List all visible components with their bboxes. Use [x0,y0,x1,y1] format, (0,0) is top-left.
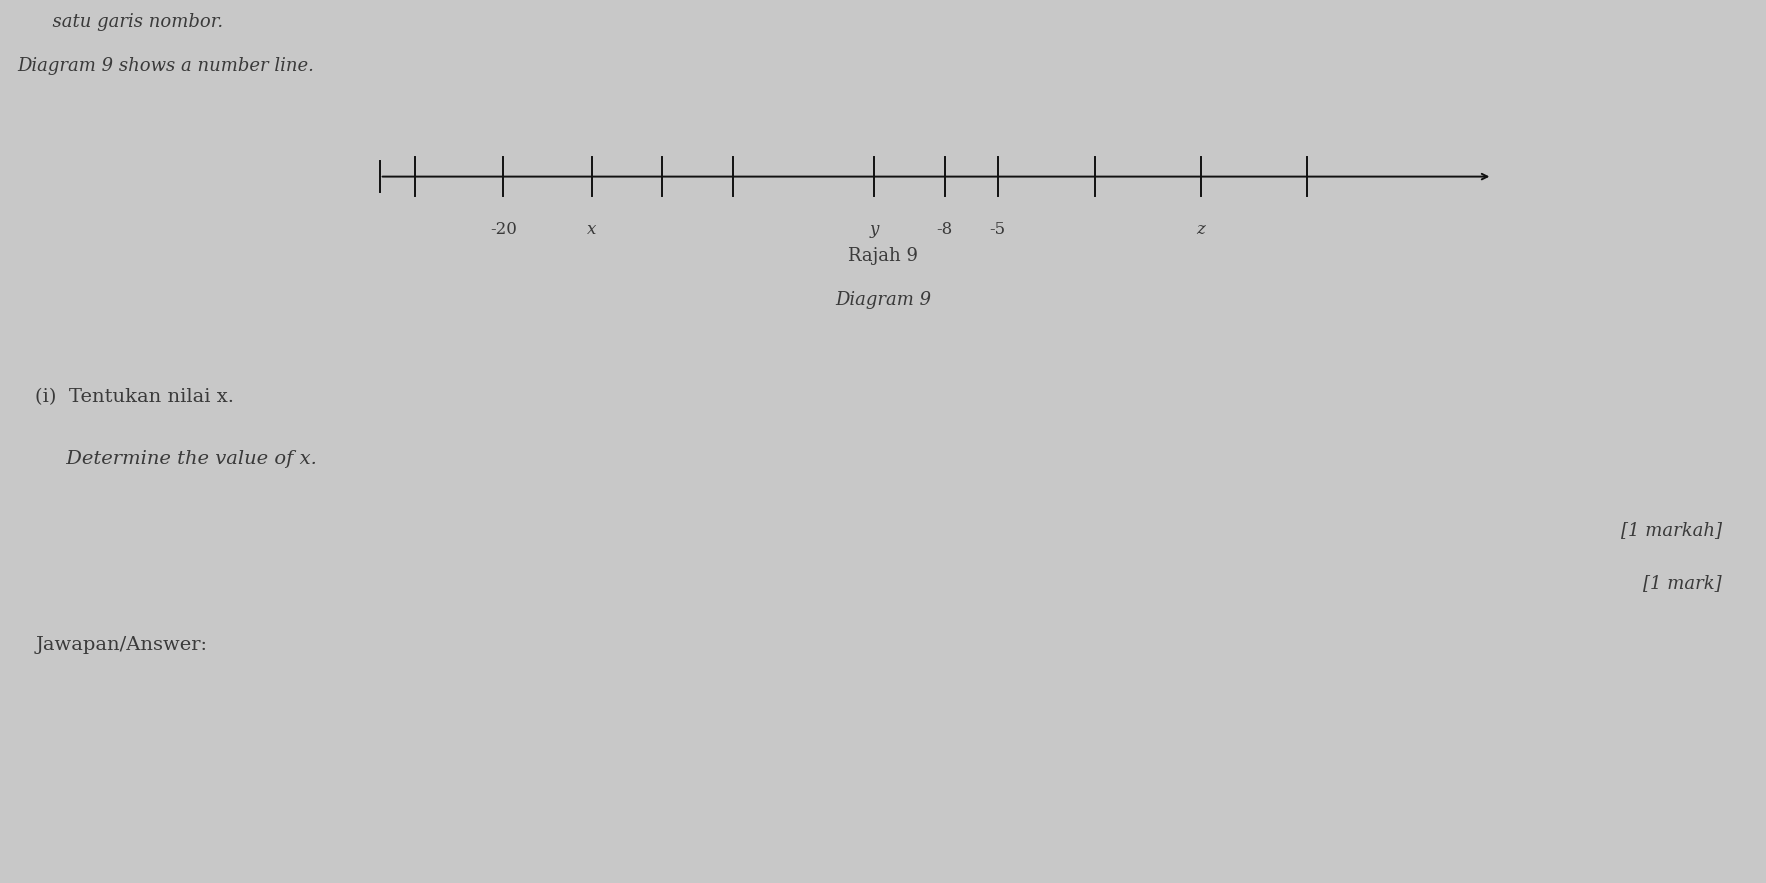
Text: Diagram 9: Diagram 9 [835,291,931,309]
Text: Jawapan/Answer:: Jawapan/Answer: [35,636,207,653]
Text: y: y [869,221,879,238]
Text: [1 mark]: [1 mark] [1642,574,1722,592]
Text: -20: -20 [489,221,517,238]
Text: [1 markah]: [1 markah] [1621,521,1722,539]
Text: -5: -5 [989,221,1007,238]
Text: x: x [586,221,597,238]
Text: Rajah 9: Rajah 9 [848,247,918,265]
Text: (i)  Tentukan nilai x.: (i) Tentukan nilai x. [35,389,235,406]
Text: satu garis nombor.: satu garis nombor. [18,13,223,31]
Text: -8: -8 [936,221,954,238]
Text: Determine the value of x.: Determine the value of x. [35,450,318,468]
Text: Diagram 9 shows a number line.: Diagram 9 shows a number line. [18,57,314,75]
Text: z: z [1197,221,1204,238]
